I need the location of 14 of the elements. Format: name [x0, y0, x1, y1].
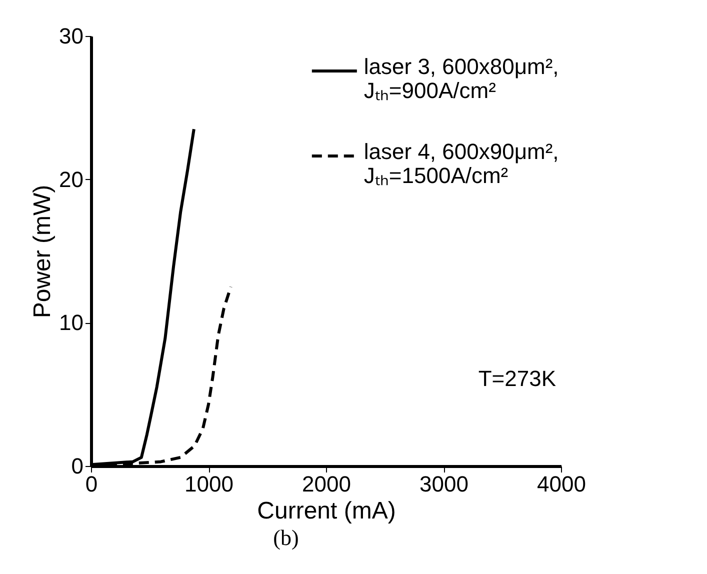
y-tick-label: 20 — [59, 166, 84, 192]
x-tick-label: 4000 — [537, 472, 586, 496]
x-tick-label: 3000 — [420, 472, 468, 496]
y-tick-label: 0 — [71, 454, 84, 478]
y-tick-label: 10 — [59, 310, 84, 336]
y-axis-title: Power (mW) — [29, 184, 56, 318]
y-tick-label: 30 — [59, 24, 84, 48]
x-axis-title: Current (mA) — [257, 498, 396, 524]
legend-label: laser 4, 600x90μm², Jₜₕ=1500A/cm² — [364, 139, 559, 188]
legend-label: laser 3, 600x80μm², Jₜₕ=900A/cm² — [364, 54, 559, 103]
annotation: T=273K — [478, 366, 556, 391]
x-tick-label: 1000 — [184, 472, 234, 496]
text: (b) — [273, 525, 299, 550]
x-tick-label: 2000 — [302, 472, 351, 496]
